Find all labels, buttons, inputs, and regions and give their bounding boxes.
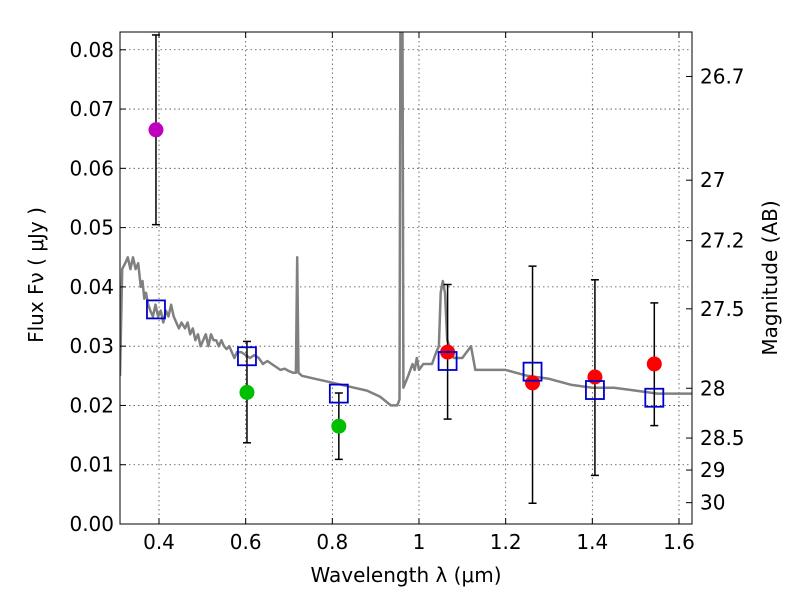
x-axis-title: Wavelength λ (μm) [310,563,501,587]
y-tick-label: 0.08 [69,38,114,62]
y-tick-label: 0.06 [69,156,114,180]
y-tick-label: 0.00 [69,512,114,536]
grid-lines [120,32,692,524]
x-tick-label: 1.4 [576,530,608,554]
model-box [522,361,543,382]
right-tick-label: 27.5 [700,297,745,321]
right-tick-label: 28.5 [700,426,745,450]
model-boxes [146,299,665,408]
x-tick-label: 0.8 [316,530,348,554]
model-box [585,380,605,400]
observed-points [148,122,662,434]
x-tick-label: 0.6 [230,530,262,554]
y-axis-title: Flux Fν ( μJy ) [24,207,48,343]
model-box [146,299,166,320]
right-axis-title: Magnitude (AB) [758,200,782,355]
observed-point-green [331,418,347,434]
plot-frame [119,31,693,525]
observed-point-red [587,369,603,385]
x-tick-label: 0.4 [143,530,175,554]
y-tick-label: 0.01 [69,453,114,477]
model-box [328,383,349,404]
sed-curve [120,32,692,407]
y-tick-label: 0.07 [69,97,114,121]
model-box [644,387,665,408]
x-tick-label: 1.6 [663,530,695,554]
model-box [437,351,458,371]
model-box [237,346,257,367]
right-tick-label: 27.2 [700,229,745,253]
right-tick-label: 28 [700,376,725,400]
y-tick-label: 0.05 [69,216,114,240]
x-axis-ticks: 0.4 0.6 0.8 1 1.2 1.4 1.6 [143,32,695,554]
observed-point-violet [148,122,164,138]
observed-point-red [525,375,541,391]
right-tick-label: 30 [700,491,725,515]
right-tick-label: 27 [700,168,725,192]
y-tick-label: 0.03 [69,334,114,358]
observed-point-green [239,384,255,400]
right-axis-ticks: 26.7 27 27.2 27.5 28 28.5 29 30 [686,64,745,515]
observed-point-red [646,356,662,372]
sed-curve-layer [120,32,692,407]
right-tick-label: 26.7 [700,64,745,88]
x-tick-label: 1 [413,530,426,554]
x-tick-label: 1.2 [490,530,522,554]
right-tick-label: 29 [700,458,725,482]
y-axis-ticks: 0.00 0.01 0.02 0.03 0.04 0.05 0.06 0.07 0.08 [69,38,126,536]
y-tick-label: 0.04 [69,275,114,299]
y-tick-label: 0.02 [69,393,114,417]
